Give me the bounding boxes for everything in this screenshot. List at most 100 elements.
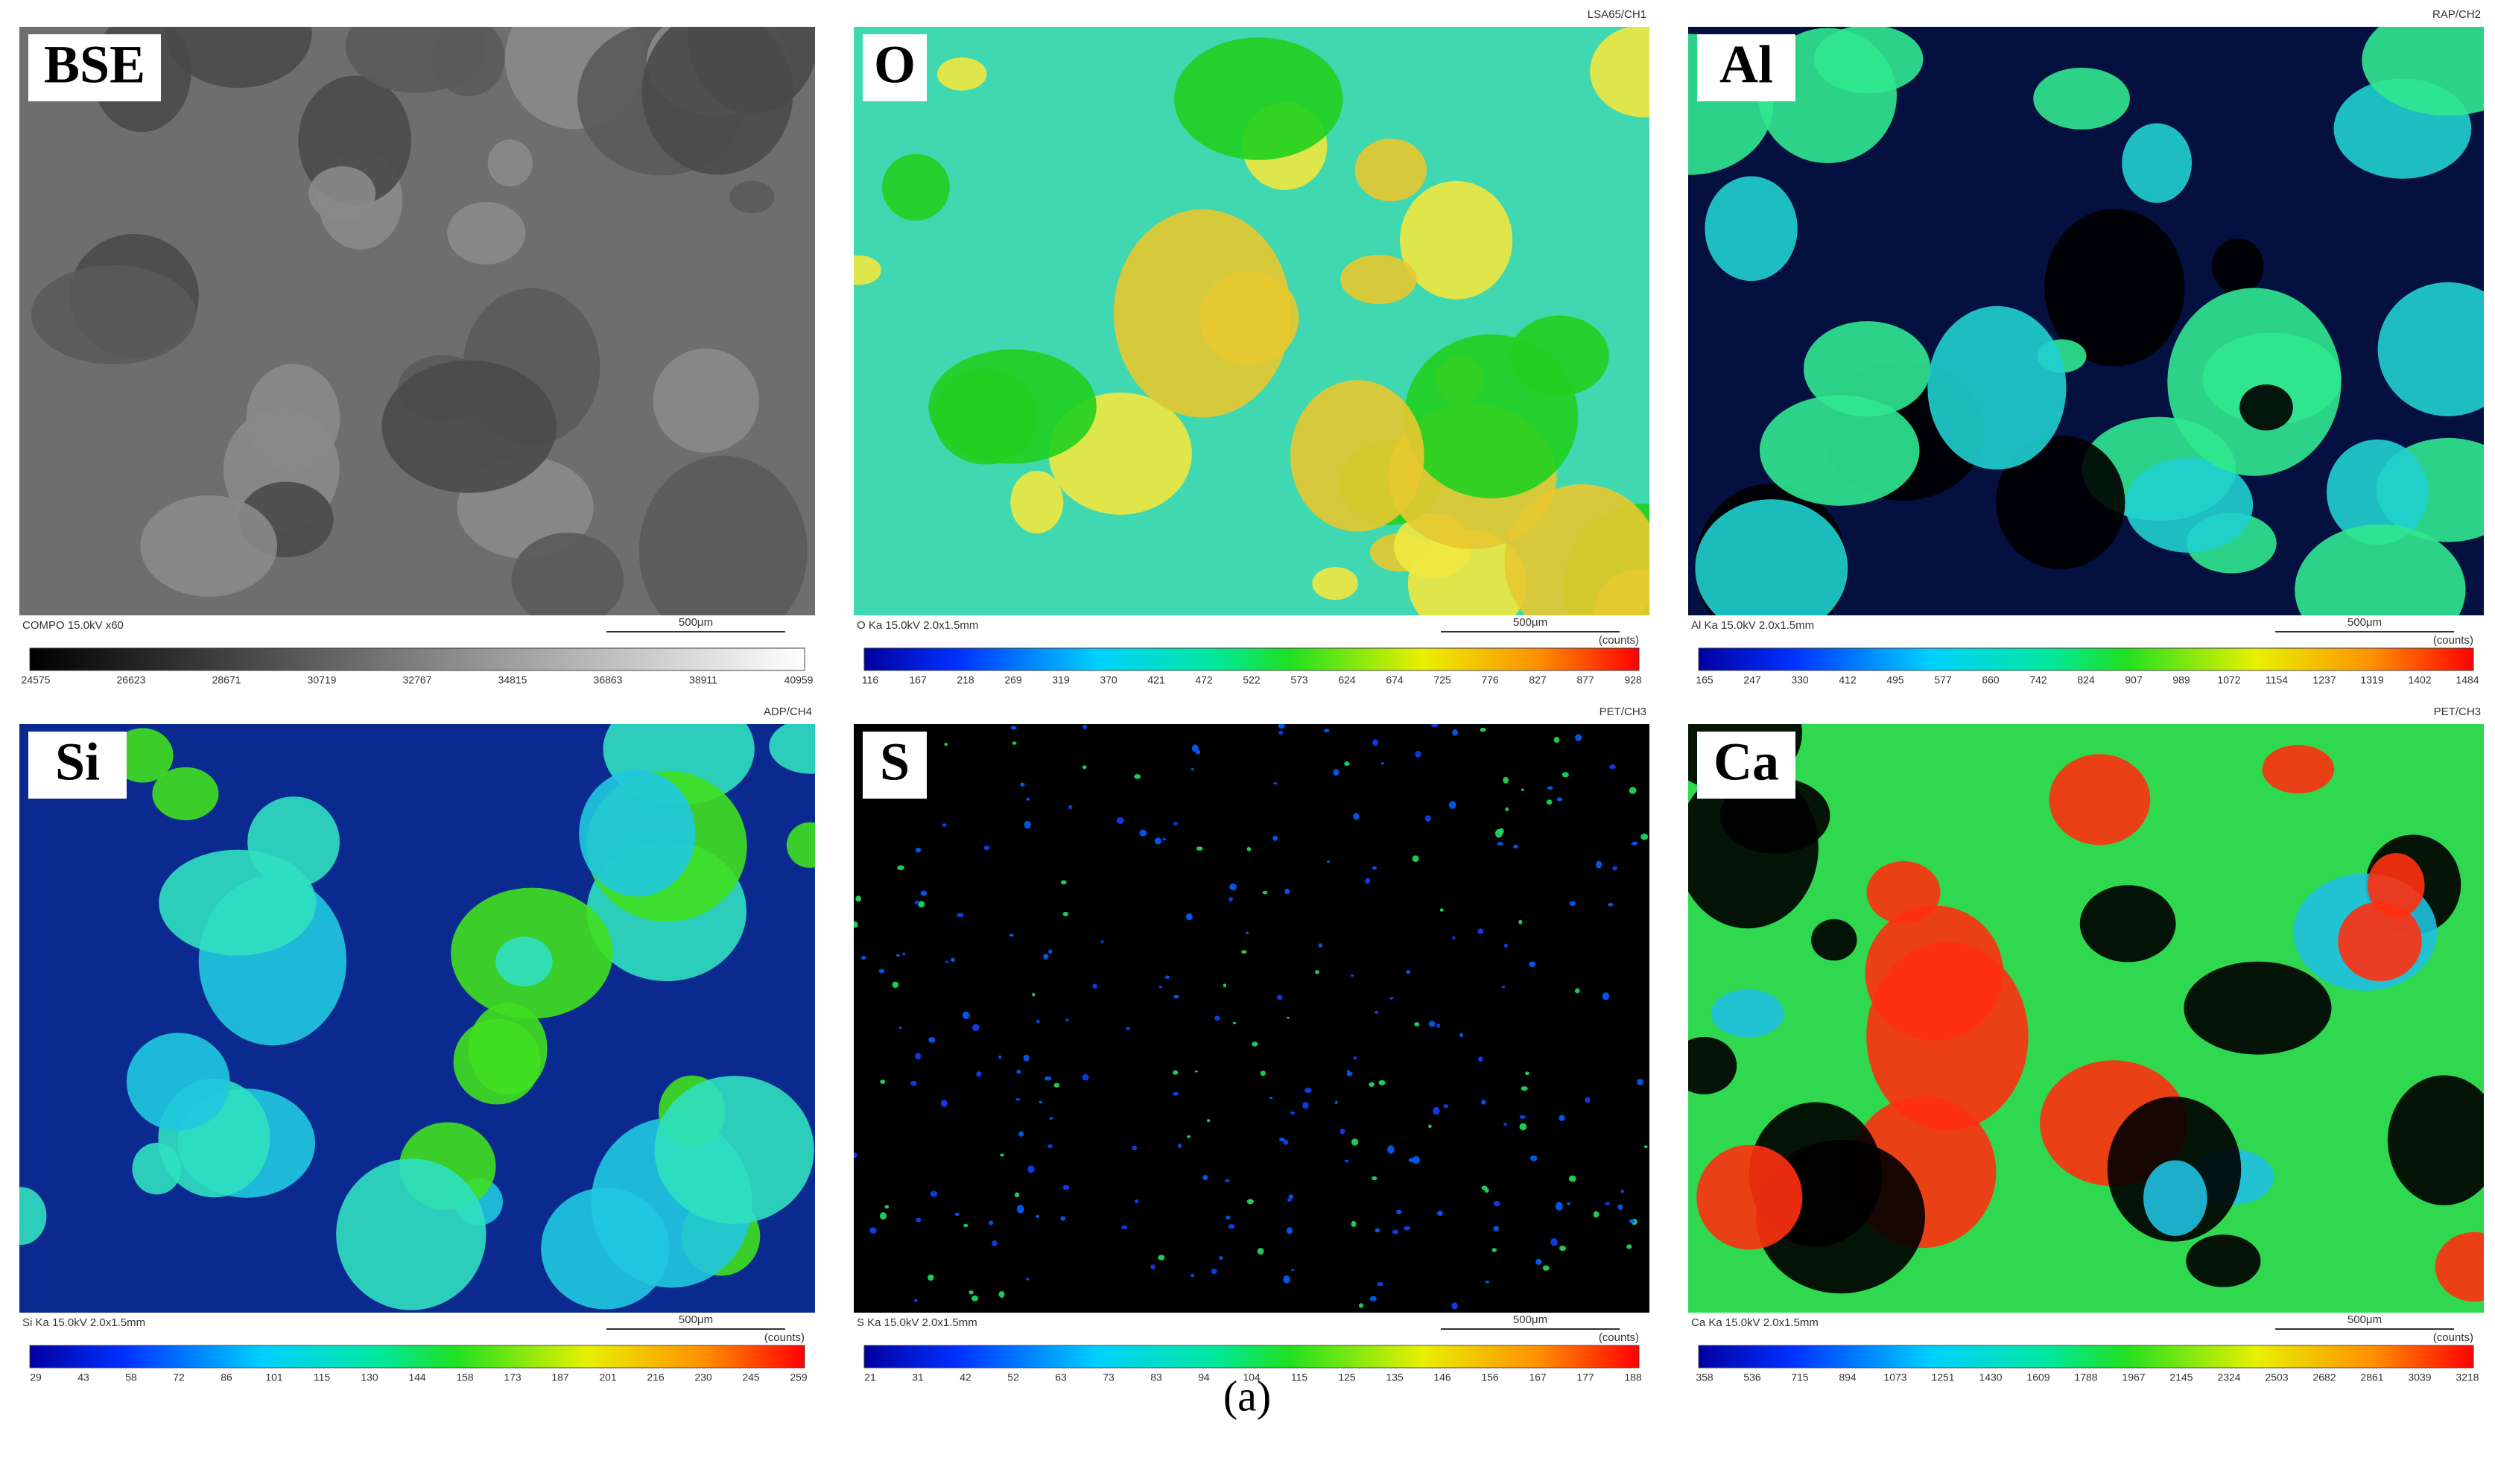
- map-blob: [910, 1080, 917, 1086]
- colorbar-tick-label: 1967: [2122, 1372, 2145, 1383]
- map-blob: [1257, 1248, 1264, 1255]
- map-blob: [1607, 902, 1614, 907]
- map-blob: [1286, 1227, 1293, 1234]
- map-blob: [511, 533, 624, 615]
- map-blob: [1535, 1258, 1542, 1265]
- colorbar-tick-label: 827: [1529, 674, 1547, 686]
- map-blob: [1575, 734, 1582, 741]
- map-blob: [1161, 837, 1167, 841]
- map-blob: [1413, 1155, 1420, 1164]
- map-blob: [1100, 940, 1104, 944]
- map-blob: [1497, 842, 1503, 846]
- map-blob: [2049, 754, 2151, 846]
- colorbar-tick-label: 94: [1198, 1372, 1210, 1383]
- map-blob: [933, 369, 1039, 465]
- colorbar-tick-label: 358: [1696, 1372, 1713, 1383]
- map-blob: [1412, 855, 1419, 863]
- map-blob: [1428, 1124, 1432, 1129]
- colorbar-tick-label: 1073: [1883, 1372, 1906, 1383]
- colorbar-tick-label: 2324: [2217, 1372, 2240, 1383]
- map-image: [1688, 724, 2484, 1313]
- map-blob: [1478, 1056, 1483, 1062]
- colorbar-tick-label: 928: [1624, 674, 1642, 686]
- label-box: [863, 34, 927, 101]
- map-blob: [1375, 1228, 1380, 1233]
- map-blob: [1414, 1022, 1420, 1027]
- map-blob: [1060, 1216, 1066, 1221]
- map-blob: [1620, 1190, 1624, 1193]
- map-blob: [1547, 786, 1553, 790]
- map-blob: [1371, 1176, 1378, 1181]
- map-blob: [1062, 1185, 1070, 1190]
- map-blob: [1415, 750, 1421, 758]
- colorbar-tick-label: 330: [1791, 674, 1809, 686]
- colorbar-tick-label: 3039: [2408, 1372, 2431, 1383]
- colorbar-unit: (counts): [764, 1331, 805, 1344]
- map-blob: [1286, 1016, 1290, 1019]
- map-blob: [1272, 835, 1278, 841]
- map-blob: [1428, 1021, 1436, 1027]
- map-blob: [1207, 1119, 1211, 1123]
- map-blob: [2326, 439, 2429, 545]
- map-blob: [1559, 1114, 1565, 1121]
- label-box: [863, 732, 927, 799]
- map-blob: [1350, 974, 1354, 977]
- colorbar-tick-label: 3218: [2456, 1372, 2479, 1383]
- colorbar-tick-label: 36863: [594, 674, 623, 686]
- map-blob: [1173, 995, 1179, 999]
- colorbar: [1698, 1345, 2474, 1369]
- map-blob: [1695, 499, 1848, 615]
- map-blob: [1082, 1074, 1089, 1081]
- colorbar-tick-label: 146: [1433, 1372, 1451, 1383]
- map-blob: [1226, 1215, 1231, 1220]
- map-blob: [1228, 1224, 1235, 1229]
- map-blob: [1245, 931, 1249, 935]
- map-image: [19, 724, 815, 1313]
- map-blob: [1407, 530, 1527, 615]
- map-blob: [1020, 782, 1025, 787]
- map-blob: [1643, 1145, 1648, 1149]
- colorbar-tick-label: 2682: [2312, 1372, 2336, 1383]
- colorbar-tick-label: 26623: [117, 674, 146, 686]
- panel-footer: Si Ka 15.0kV 2.0x1.5mm: [22, 1316, 145, 1329]
- map-blob: [1452, 936, 1456, 940]
- colorbar-tick-label: 38911: [689, 674, 717, 686]
- map-blob: [1191, 1273, 1195, 1278]
- label-box: [1697, 34, 1795, 101]
- map-blob: [1617, 1204, 1623, 1211]
- map-blob: [944, 743, 948, 746]
- map-blob: [998, 1055, 1002, 1059]
- map-blob: [112, 728, 174, 783]
- map-blob: [1302, 1102, 1309, 1109]
- panel-label: O: [874, 35, 916, 95]
- map-blob: [1609, 764, 1616, 770]
- map-blob: [1436, 1023, 1441, 1028]
- panel-footer: Al Ka 15.0kV 2.0x1.5mm: [1691, 619, 1814, 632]
- colorbar-tick-label: 536: [1743, 1372, 1761, 1383]
- panel-header: PET/CH3: [1600, 705, 1646, 718]
- map-blob: [1036, 1214, 1040, 1218]
- map-blob: [1187, 1135, 1191, 1138]
- colorbar-tick-label: 674: [1386, 674, 1404, 686]
- map-blob: [1196, 846, 1203, 851]
- map-blob: [879, 1211, 887, 1220]
- map-blob: [1865, 905, 2004, 1041]
- colorbar-tick-label: 43: [77, 1372, 89, 1383]
- map-image: [854, 724, 1649, 1313]
- map-blob: [971, 1024, 980, 1032]
- map-blob: [308, 166, 376, 221]
- colorbar-unit: (counts): [1599, 1331, 1639, 1344]
- map-blob: [1351, 1220, 1357, 1228]
- map-blob: [453, 1018, 541, 1105]
- map-blob: [1047, 1144, 1053, 1149]
- colorbar-tick-label: 1484: [2456, 674, 2479, 686]
- map-blob: [1036, 1019, 1040, 1024]
- map-blob: [854, 255, 881, 285]
- map-blob: [786, 822, 815, 868]
- map-blob: [915, 1053, 922, 1060]
- map-blob: [1493, 1225, 1499, 1231]
- map-blob: [884, 1205, 890, 1209]
- map-blob: [1252, 1041, 1258, 1047]
- label-box: [28, 732, 127, 799]
